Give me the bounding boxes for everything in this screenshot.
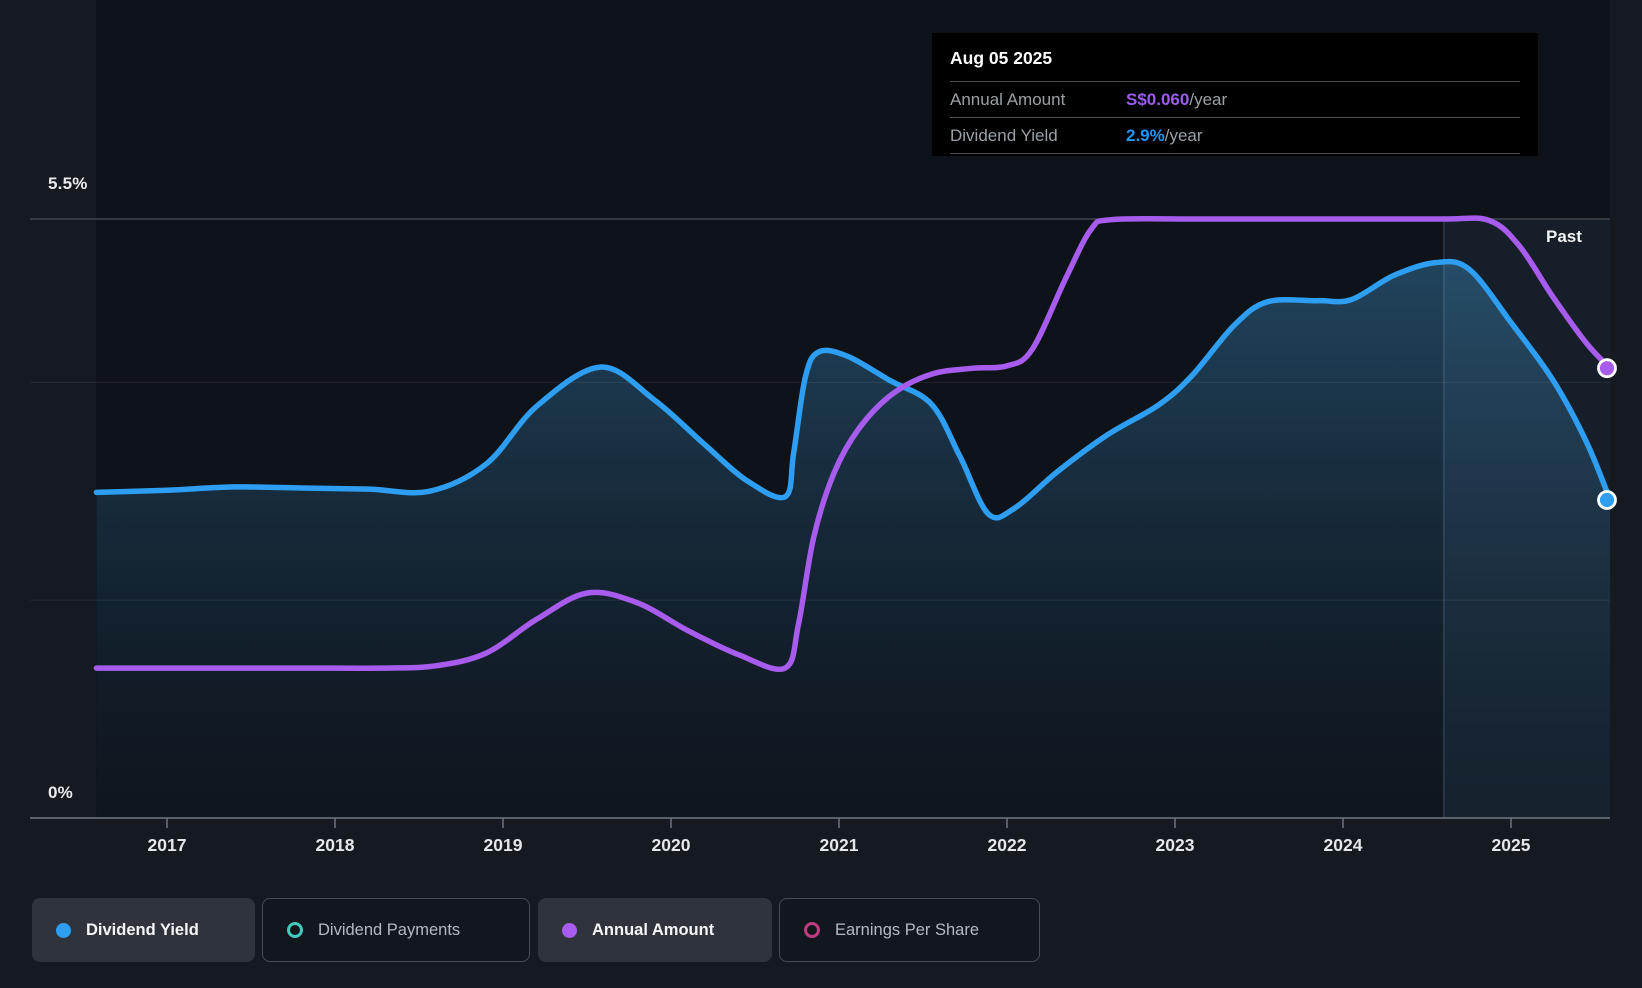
annual-amount-line[interactable] xyxy=(93,215,1613,673)
x-tick-label: 2025 xyxy=(1492,835,1531,855)
tooltip-value-suffix: /year xyxy=(1189,89,1228,109)
x-tick-label: 2021 xyxy=(820,835,859,855)
y-axis-max-label: 5.5% xyxy=(48,174,88,193)
annual-amount-icon xyxy=(562,922,577,938)
chart-tooltip: Aug 05 2025 Annual Amount S$0.060 /year … xyxy=(932,33,1538,156)
dividend-yield-area xyxy=(96,261,1611,818)
annual-amount-endpoint-marker[interactable] xyxy=(1597,358,1617,379)
legend-item-dividend-payments[interactable]: Dividend Payments xyxy=(262,898,530,962)
tooltip-label: Annual Amount xyxy=(950,89,1066,109)
tooltip-value-suffix: /year xyxy=(1164,125,1203,145)
tooltip-value: 2.9% xyxy=(1126,125,1165,145)
x-tick-label: 2020 xyxy=(652,835,691,855)
tooltip-date: Aug 05 2025 xyxy=(950,48,1053,68)
tooltip-row-dividend-yield: Dividend Yield 2.9% /year xyxy=(950,117,1520,154)
legend-item-label: Annual Amount xyxy=(592,920,715,939)
legend-item-earnings-per-share[interactable]: Earnings Per Share xyxy=(779,898,1040,962)
dividend-yield-icon xyxy=(56,922,71,938)
tooltip-label: Dividend Yield xyxy=(950,125,1058,145)
earnings-per-share-icon xyxy=(804,922,820,938)
past-period-band xyxy=(1443,219,1610,818)
tooltip-row-annual-amount: Annual Amount S$0.060 /year xyxy=(950,81,1520,117)
legend-item-label: Earnings Per Share xyxy=(835,920,979,939)
dividend-payments-icon xyxy=(287,922,303,938)
legend: Dividend Yield Dividend Payments Annual Am… xyxy=(0,898,1642,962)
x-tick-label: 2023 xyxy=(1156,835,1195,855)
tooltip-value: S$0.060 xyxy=(1126,89,1190,109)
past-label: Past xyxy=(1546,227,1582,246)
dividend-yield-endpoint-marker[interactable] xyxy=(1597,490,1617,510)
x-tick-label: 2017 xyxy=(148,835,187,855)
legend-item-dividend-yield[interactable]: Dividend Yield xyxy=(32,898,255,962)
dividend-yield-line[interactable] xyxy=(93,258,1613,521)
legend-item-annual-amount[interactable]: Annual Amount xyxy=(538,898,772,962)
y-axis-zero-label: 0% xyxy=(48,783,73,802)
x-tick-label: 2024 xyxy=(1324,835,1363,855)
x-tick-label: 2019 xyxy=(484,835,523,855)
legend-item-label: Dividend Payments xyxy=(318,920,461,939)
x-tick-label: 2022 xyxy=(988,835,1027,855)
x-tick-label: 2018 xyxy=(316,835,355,855)
legend-item-label: Dividend Yield xyxy=(86,920,199,939)
